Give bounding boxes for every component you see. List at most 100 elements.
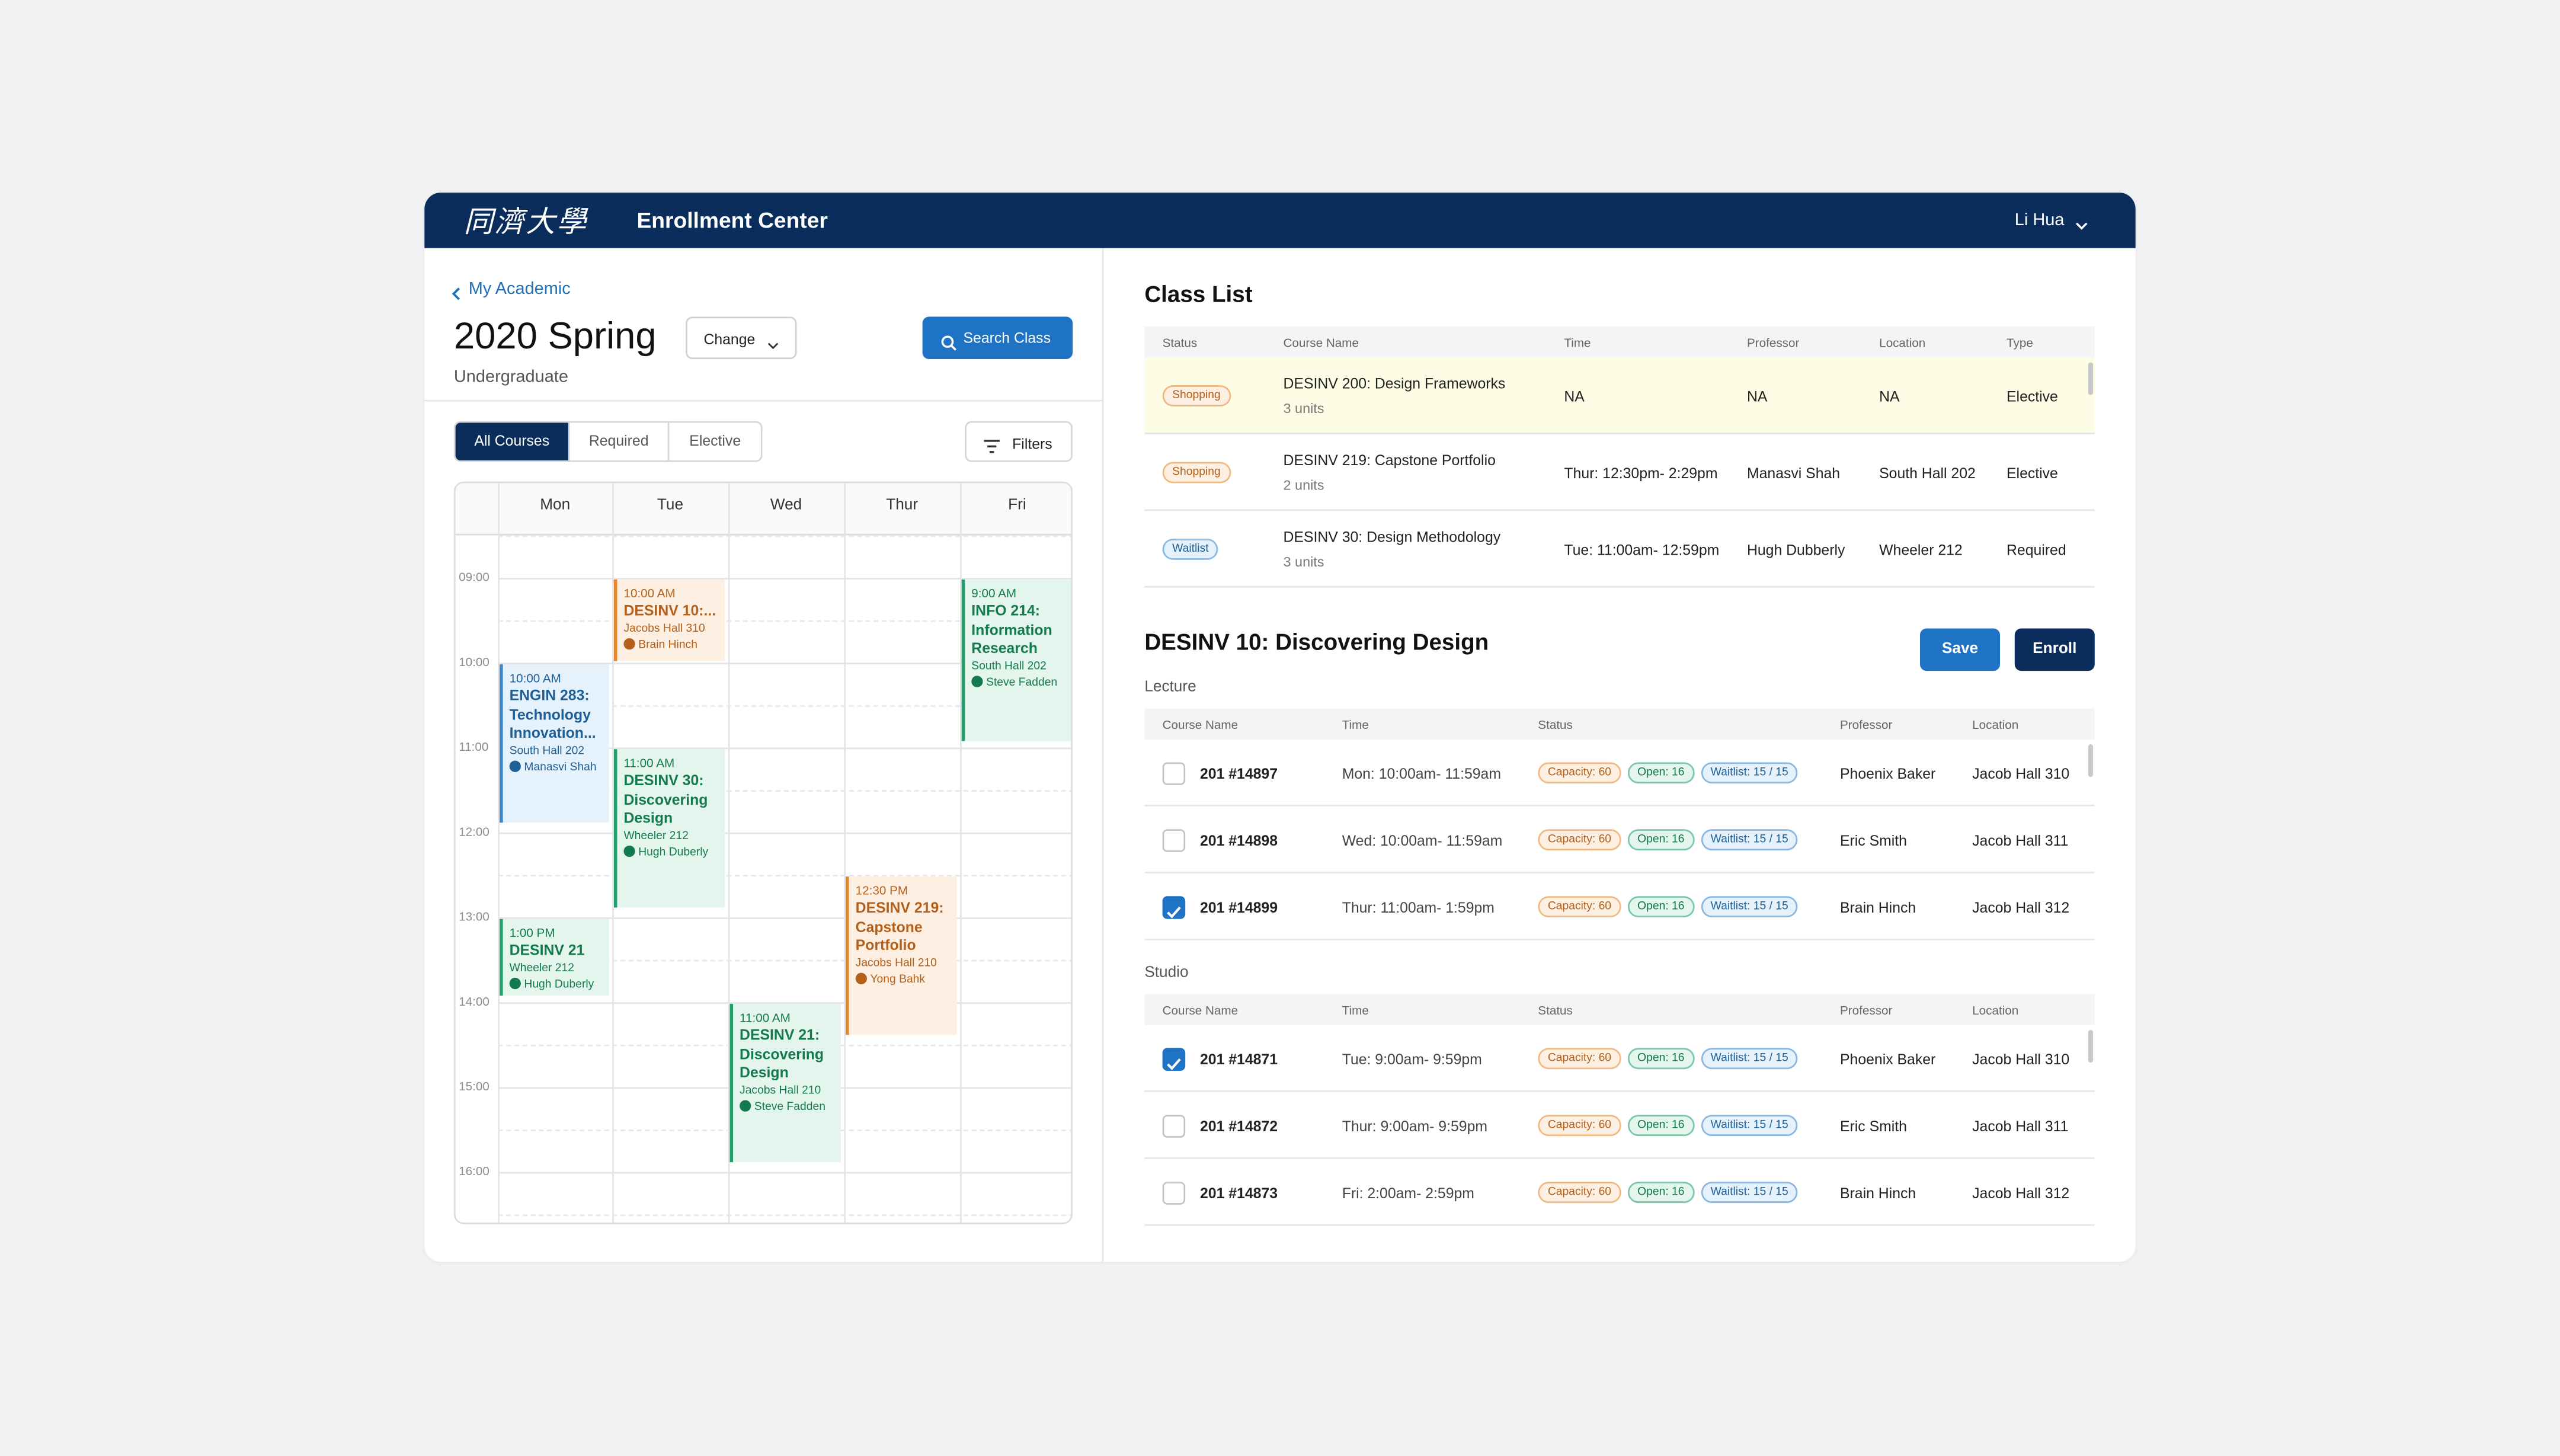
day-label: Fri (1008, 496, 1026, 514)
half-hour-line (498, 620, 1071, 622)
column-header: Course Name (1283, 334, 1359, 350)
event-time: 9:00 AM (971, 585, 1017, 601)
calendar-event[interactable]: 12:30 PM DESINV 219: Capstone Portfolio Ja… (846, 876, 957, 1035)
hour-label: 15:00 (459, 1079, 489, 1094)
calendar-event[interactable]: 9:00 AM INFO 214: Information Research Sou… (961, 579, 1071, 742)
status-badge: Open: 16 (1627, 1048, 1695, 1070)
hour-line (498, 1172, 1071, 1174)
column-header: Type (2007, 334, 2033, 350)
cell-professor: Brain Hinch (1839, 1184, 1916, 1201)
cell-professor: Manasvi Shah (1746, 464, 1841, 481)
calendar-event[interactable]: 10:00 AM DESINV 10:... Jacobs Hall 310 Brai… (613, 579, 725, 661)
cell-professor: Eric Smith (1839, 831, 1907, 848)
day-label: Wed (770, 496, 802, 514)
column-line (844, 483, 846, 1223)
person-name: Brain Hinch (638, 639, 697, 651)
class-row[interactable] (1144, 357, 2095, 434)
event-body: 9:00 AM INFO 214: Information Research Sou… (971, 584, 1064, 692)
event-title: DESINV 219: Capstone Portfolio (855, 899, 944, 954)
cell-time: Thur: 12:30pm- 2:29pm (1564, 464, 1718, 481)
section-id: 201 #14899 (1199, 898, 1278, 915)
cell-professor: Eric Smith (1839, 1117, 1907, 1134)
calendar-event[interactable]: 11:00 AM DESINV 30: Discovering Design Whe… (613, 749, 725, 907)
filter-tab[interactable]: Required (569, 421, 670, 462)
filter-tab[interactable]: Elective (669, 421, 763, 462)
filter-tab[interactable]: All Courses (453, 421, 570, 462)
hour-line (498, 1002, 1071, 1004)
check-icon-svg (1167, 1057, 1181, 1070)
hour-line (498, 917, 1071, 919)
event-body: 11:00 AM DESINV 30: Discovering Design Whe… (623, 754, 718, 862)
cell-location: Jacob Hall 311 (1972, 831, 2069, 848)
class-row[interactable] (1144, 434, 2095, 511)
cell-time: Mon: 10:00am- 11:59am (1342, 764, 1502, 782)
checkbox[interactable] (1162, 1113, 1186, 1137)
enroll-button[interactable]: Enroll (2014, 628, 2095, 671)
checkbox[interactable] (1162, 895, 1186, 919)
hour-label: 11:00 (459, 739, 489, 754)
checkbox[interactable] (1162, 761, 1186, 785)
filters-button[interactable]: Filters (965, 421, 1073, 462)
cell-time: Thur: 9:00am- 9:59pm (1342, 1117, 1488, 1134)
scrollbar (2088, 744, 2094, 777)
status-badge: Waitlist: 15 / 15 (1701, 829, 1799, 851)
filters-icon (983, 434, 1001, 453)
event-body: 12:30 PM DESINV 219: Capstone Portfolio Ja… (855, 881, 951, 989)
column-header: Time (1342, 1002, 1369, 1017)
person-icon (509, 977, 521, 989)
tab-label: Required (588, 432, 649, 449)
status-badges: Capacity: 60 Open: 16 Waitlist: 15 / 15 (1538, 762, 1799, 784)
user-name: Li Hua (2014, 210, 2065, 231)
section-id: 201 #14898 (1199, 831, 1278, 848)
event-time: 11:00 AM (623, 756, 675, 771)
person-name: Manasvi Shah (524, 762, 597, 774)
person-icon (623, 638, 635, 649)
event-title: DESINV 21: Discovering Design (740, 1026, 824, 1081)
calendar-event[interactable]: 10:00 AM ENGIN 283: Technology Innovation… (500, 664, 609, 823)
cell-time: Thur: 11:00am- 1:59pm (1342, 898, 1495, 915)
calendar-event[interactable]: 11:00 AM DESINV 21: Discovering Design Jac… (729, 1004, 841, 1162)
status-badges: Capacity: 60 Open: 16 Waitlist: 15 / 15 (1538, 1182, 1799, 1204)
calendar-header (455, 483, 1071, 536)
section-id: 201 #14873 (1199, 1184, 1278, 1201)
status-pill: Shopping (1162, 385, 1231, 407)
event-title: DESINV 10:... (623, 602, 716, 619)
search-button[interactable]: Search Class (922, 316, 1073, 359)
logo: 同濟大學 (463, 206, 588, 240)
cell-time: Tue: 9:00am- 9:59pm (1342, 1050, 1482, 1067)
event-person: Steve Fadden (740, 1100, 834, 1117)
class-row[interactable] (1144, 511, 2095, 588)
cell-type: Elective (2007, 464, 2058, 481)
event-place: South Hall 202 (509, 746, 585, 758)
calendar-event[interactable]: 1:00 PM DESINV 21 Wheeler 212 Hugh Duberly (500, 919, 609, 997)
change-button[interactable]: Change (686, 316, 797, 359)
checkbox[interactable] (1162, 1047, 1186, 1070)
event-place: South Hall 202 (971, 661, 1047, 673)
hour-label: 13:00 (459, 909, 489, 924)
cell-professor: Brain Hinch (1839, 898, 1916, 915)
column-header: Course Name (1162, 1002, 1239, 1017)
scrollbar (2088, 362, 2094, 395)
column-header: Status (1538, 1002, 1573, 1017)
status-badges: Capacity: 60 Open: 16 Waitlist: 15 / 15 (1538, 829, 1799, 851)
half-hour-line (498, 1214, 1071, 1217)
scrollbar (2088, 1030, 2094, 1063)
status-badge: Open: 16 (1627, 1115, 1695, 1137)
section-label: Lecture (1144, 678, 1196, 696)
back-link[interactable]: My Academic (468, 279, 571, 299)
cell-time: NA (1564, 388, 1585, 404)
checkbox[interactable] (1162, 828, 1186, 852)
filters-icon-svg (984, 440, 1000, 453)
event-place: Jacobs Hall 210 (740, 1086, 821, 1097)
save-button[interactable]: Save (1919, 628, 2000, 671)
checkbox[interactable] (1162, 1180, 1186, 1204)
hour-line (498, 832, 1071, 834)
column-line (498, 483, 500, 1223)
hour-label: 14:00 (459, 994, 489, 1009)
event-place: Wheeler 212 (509, 962, 574, 974)
hour-label: 09:00 (459, 569, 489, 585)
column-header: Status (1162, 334, 1198, 350)
units: 3 units (1283, 553, 1324, 570)
